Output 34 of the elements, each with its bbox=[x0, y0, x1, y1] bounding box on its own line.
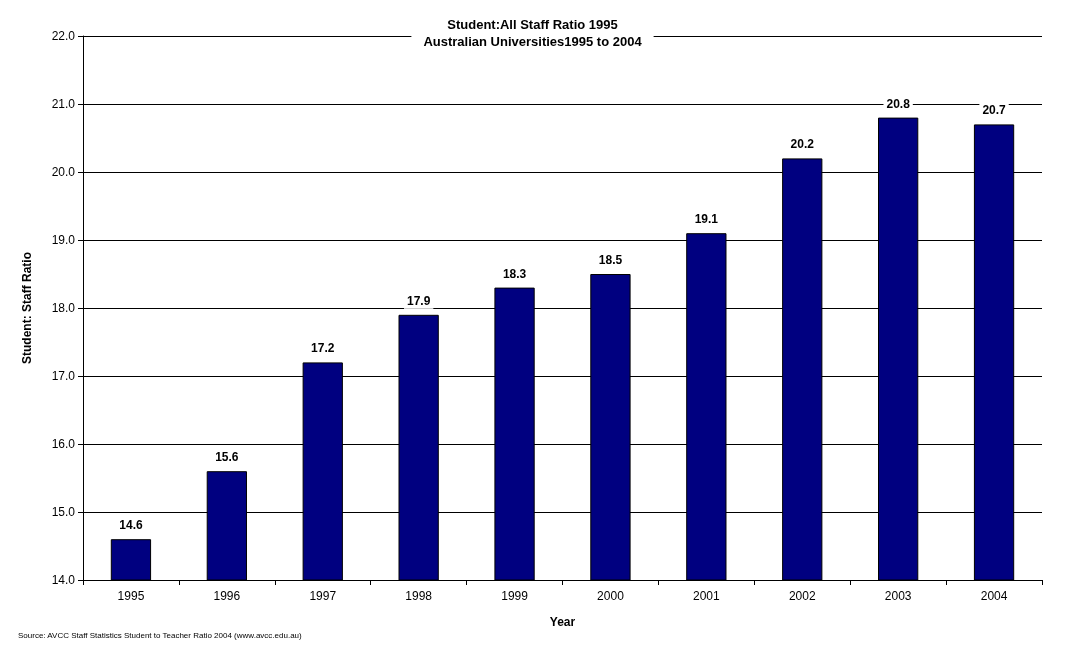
data-label: 20.8 bbox=[886, 96, 911, 111]
y-tick-label: 22.0 bbox=[51, 29, 76, 43]
x-tick-label: 1996 bbox=[213, 589, 241, 603]
x-tick-label: 2003 bbox=[884, 589, 912, 603]
x-tick-label: 1995 bbox=[117, 589, 145, 603]
x-axis-title: Year bbox=[549, 615, 576, 629]
data-label: 17.2 bbox=[311, 341, 335, 356]
data-label: 20.7 bbox=[982, 103, 1007, 118]
y-tick-label: 19.0 bbox=[51, 233, 76, 247]
y-tick-label: 15.0 bbox=[51, 505, 76, 519]
data-label: 18.3 bbox=[502, 266, 527, 281]
y-tick-label: 21.0 bbox=[51, 97, 76, 111]
y-tick-label: 16.0 bbox=[51, 437, 76, 451]
data-label: 18.5 bbox=[598, 253, 623, 267]
data-label: 17.9 bbox=[406, 293, 431, 308]
data-label: 14.6 bbox=[119, 518, 143, 533]
source-note: Source: AVCC Staff Statistics Student to Teacher Ratio 2004 (www.avcc.edu.au) bbox=[18, 630, 303, 640]
y-tick-label: 17.0 bbox=[51, 369, 76, 383]
y-tick-label: 20.0 bbox=[51, 165, 76, 179]
chart-subtitle: Australian Universities1995 to 2004 bbox=[423, 34, 643, 49]
y-axis-title: Student: Staff Ratio bbox=[20, 252, 34, 364]
x-tick-label: 2000 bbox=[597, 589, 625, 603]
x-tick-label: 1999 bbox=[501, 589, 529, 603]
chart-title: Student:All Staff Ratio 1995 bbox=[447, 17, 618, 32]
data-label: 19.1 bbox=[694, 212, 719, 227]
x-tick-label: 2002 bbox=[788, 589, 816, 603]
x-tick-label: 1998 bbox=[405, 589, 433, 603]
y-tick-label: 18.0 bbox=[51, 301, 76, 315]
data-label: 15.6 bbox=[215, 450, 239, 465]
x-tick-label: 2001 bbox=[693, 589, 721, 603]
y-tick-label: 14.0 bbox=[51, 573, 76, 587]
data-label: 20.2 bbox=[790, 137, 815, 152]
x-tick-label: 1997 bbox=[309, 589, 337, 603]
x-tick-label: 2004 bbox=[980, 589, 1008, 603]
